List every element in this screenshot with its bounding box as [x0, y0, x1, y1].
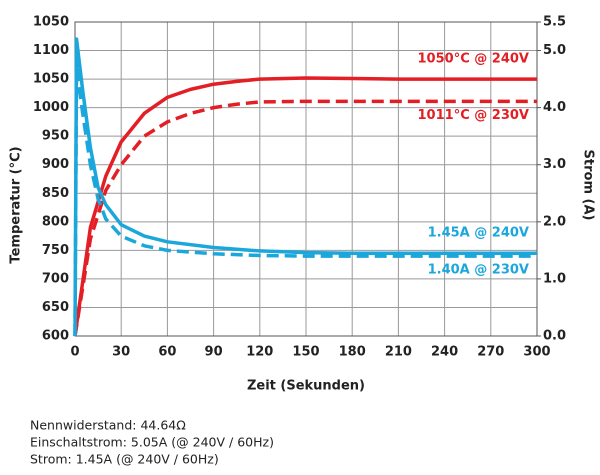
note: Strom: 1.45A (@ 240V / 60Hz) [30, 452, 219, 467]
note: Nennwiderstand: 44.64Ω [30, 418, 186, 433]
note: Einschaltstrom: 5.05A (@ 240V / 60Hz) [30, 435, 274, 450]
y2-tick-label: 4.0 [543, 100, 566, 115]
series-line [73, 99, 537, 337]
y2-tick-label: 5.0 [543, 43, 566, 58]
x-tick-label: 210 [385, 345, 412, 360]
x-tick-label: 0 [70, 345, 79, 360]
y2-axis-label: Strom (A) [581, 150, 596, 221]
y-tick-label: 1100 [33, 43, 69, 58]
x-tick-label: 300 [523, 345, 550, 360]
y-tick-label: 600 [42, 329, 69, 344]
x-tick-label: 270 [477, 345, 504, 360]
y2-tick-label: 1.0 [543, 271, 566, 286]
y-tick-label: 750 [42, 243, 69, 258]
y-tick-label: 850 [42, 186, 69, 201]
y-tick-label: 1000 [33, 100, 69, 115]
x-tick-label: 180 [339, 345, 366, 360]
x-tick-label: 150 [292, 345, 319, 360]
y-tick-label: 650 [42, 300, 69, 315]
series-annotation: 1011°C @ 230V [418, 108, 529, 123]
series-annotation: 1.45A @ 240V [428, 226, 529, 241]
series-line [73, 76, 537, 337]
y2-tick-label: 5.5 [543, 15, 566, 30]
y-tick-label: 1050 [33, 72, 69, 87]
y-tick-label: 900 [42, 157, 69, 172]
series-annotation: 1.40A @ 230V [428, 263, 529, 278]
series-line [73, 37, 537, 337]
y2-tick-label: 2.0 [543, 214, 566, 229]
series-annotation: 1050°C @ 240V [418, 52, 529, 67]
y-tick-label: 700 [42, 271, 69, 286]
series-line [73, 65, 537, 337]
x-axis-label: Zeit (Sekunden) [247, 379, 365, 394]
y-tick-label: 950 [42, 129, 69, 144]
y2-tick-label: 0.0 [543, 329, 566, 344]
x-tick-label: 30 [112, 345, 130, 360]
x-tick-label: 90 [205, 345, 223, 360]
y2-tick-label: 3.0 [543, 157, 566, 172]
y-tick-label: 800 [42, 214, 69, 229]
x-tick-label: 120 [246, 345, 273, 360]
y-axis-label: Temperatur (°C) [9, 146, 24, 263]
x-tick-label: 60 [158, 345, 176, 360]
y-tick-label: 1050 [33, 15, 69, 30]
x-tick-label: 240 [431, 345, 458, 360]
